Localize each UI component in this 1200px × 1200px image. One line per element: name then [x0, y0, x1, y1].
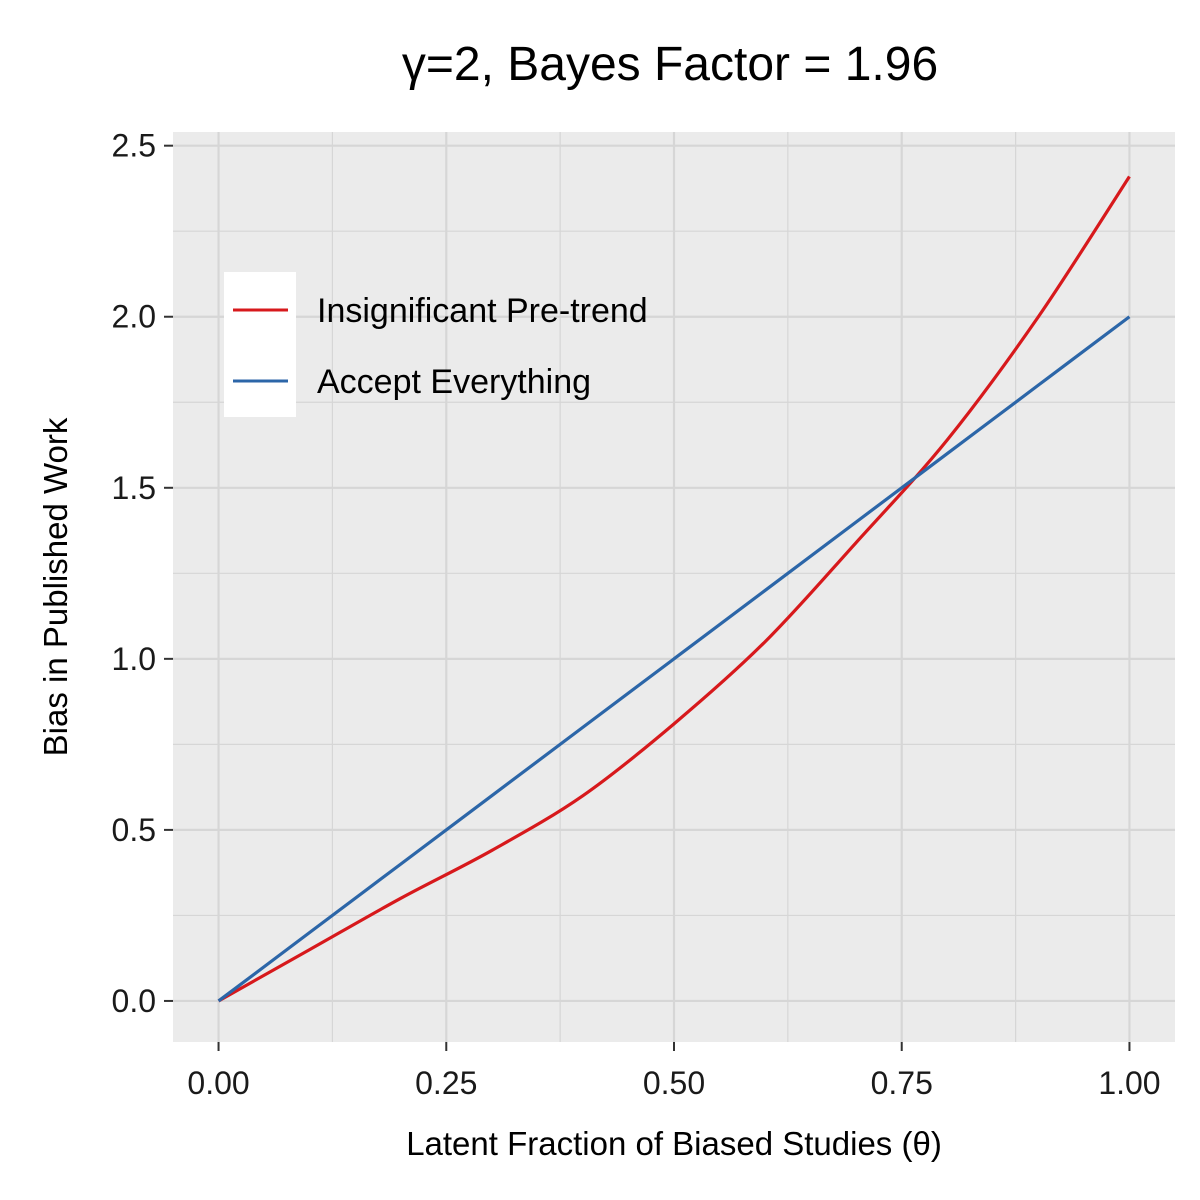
series-line-insignificant-pre-trend: [217, 175, 1131, 1003]
x-tick-label: 0.00: [187, 1065, 249, 1101]
y-tick-label: 0.5: [112, 812, 156, 848]
y-tick-label: 0.0: [112, 983, 156, 1019]
x-tick-label: 1.00: [1098, 1065, 1160, 1101]
y-axis-title: Bias in Published Work: [37, 417, 74, 756]
chart-title: γ=2, Bayes Factor = 1.96: [402, 38, 938, 91]
series-line-accept-everything: [217, 315, 1131, 1003]
y-tick-label: 2.5: [112, 128, 156, 164]
grid-lines: [173, 132, 1175, 1042]
x-tick-label: 0.75: [871, 1065, 933, 1101]
y-tick-label: 1.0: [112, 641, 156, 677]
axes: 0.00 0.25 0.50 0.75 1.00 0.0 0.5 1.0 1.5 2.0 2.5: [112, 128, 1161, 1101]
y-tick-label: 1.5: [112, 470, 156, 506]
y-tick-label: 2.0: [112, 299, 156, 335]
legend-label-insignificant-pre-trend: Insignificant Pre-trend: [317, 292, 648, 330]
legend: Insignificant Pre-trend Accept Everythin…: [224, 272, 648, 417]
x-tick-label: 0.50: [643, 1065, 705, 1101]
legend-key-background: [224, 272, 296, 417]
x-axis-title: Latent Fraction of Biased Studies (θ): [406, 1125, 942, 1162]
legend-label-accept-everything: Accept Everything: [317, 363, 591, 401]
x-tick-label: 0.25: [415, 1065, 477, 1101]
data-series: [217, 175, 1131, 1003]
